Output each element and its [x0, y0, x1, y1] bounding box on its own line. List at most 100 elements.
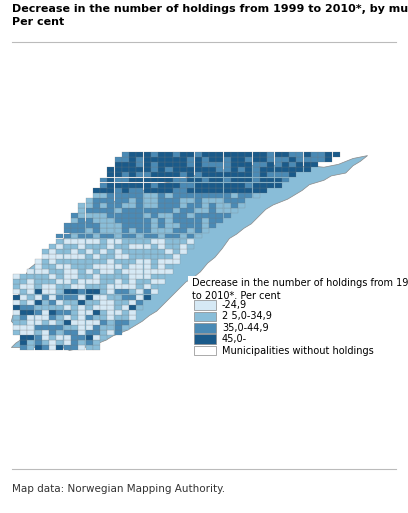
Bar: [129, 233, 136, 239]
Bar: [173, 188, 180, 193]
Bar: [158, 269, 165, 274]
Bar: [195, 198, 202, 203]
Bar: [100, 325, 107, 330]
Bar: [78, 284, 85, 289]
Bar: [93, 320, 100, 325]
Bar: [42, 315, 49, 320]
Bar: [224, 183, 231, 188]
Bar: [144, 264, 151, 269]
Bar: [35, 336, 42, 340]
FancyBboxPatch shape: [194, 300, 216, 310]
Bar: [115, 300, 122, 305]
Bar: [20, 289, 27, 294]
Bar: [100, 274, 107, 279]
Bar: [13, 315, 20, 320]
Bar: [151, 172, 158, 177]
Bar: [129, 213, 136, 218]
Bar: [93, 269, 100, 274]
Bar: [129, 294, 136, 300]
Bar: [136, 157, 144, 162]
Bar: [86, 264, 93, 269]
Bar: [151, 233, 158, 239]
Bar: [173, 233, 180, 239]
Bar: [64, 274, 71, 279]
Bar: [78, 213, 85, 218]
Bar: [129, 223, 136, 228]
Bar: [78, 300, 85, 305]
Bar: [115, 315, 122, 320]
Bar: [209, 218, 216, 223]
Bar: [42, 305, 49, 310]
Bar: [129, 244, 136, 249]
Bar: [173, 177, 180, 183]
Bar: [253, 193, 260, 198]
Bar: [260, 152, 267, 157]
Bar: [107, 188, 114, 193]
Bar: [122, 294, 129, 300]
Bar: [93, 300, 100, 305]
Bar: [166, 259, 173, 264]
Bar: [107, 274, 114, 279]
Bar: [187, 198, 194, 203]
Bar: [42, 320, 49, 325]
Bar: [122, 213, 129, 218]
Bar: [136, 208, 144, 213]
Bar: [71, 233, 78, 239]
Bar: [144, 167, 151, 172]
Bar: [144, 208, 151, 213]
Bar: [238, 198, 245, 203]
Bar: [27, 325, 34, 330]
Bar: [151, 223, 158, 228]
Bar: [107, 218, 114, 223]
Bar: [100, 269, 107, 274]
Bar: [180, 233, 187, 239]
Bar: [246, 172, 253, 177]
Bar: [136, 213, 144, 218]
Bar: [35, 310, 42, 315]
Bar: [78, 249, 85, 254]
Bar: [216, 162, 224, 167]
Bar: [122, 157, 129, 162]
Bar: [27, 279, 34, 284]
Bar: [129, 177, 136, 183]
Bar: [166, 193, 173, 198]
Bar: [216, 167, 224, 172]
Bar: [166, 203, 173, 208]
FancyBboxPatch shape: [194, 346, 216, 356]
Bar: [115, 274, 122, 279]
Bar: [224, 198, 231, 203]
Bar: [231, 157, 238, 162]
Bar: [122, 289, 129, 294]
Bar: [86, 320, 93, 325]
Bar: [49, 249, 56, 254]
Bar: [20, 325, 27, 330]
Bar: [195, 152, 202, 157]
Bar: [64, 249, 71, 254]
Bar: [115, 162, 122, 167]
Bar: [144, 239, 151, 244]
Bar: [296, 157, 304, 162]
Bar: [64, 239, 71, 244]
Bar: [187, 152, 194, 157]
Bar: [35, 274, 42, 279]
Bar: [13, 289, 20, 294]
Bar: [144, 289, 151, 294]
Bar: [238, 183, 245, 188]
Bar: [136, 162, 144, 167]
Bar: [64, 300, 71, 305]
Bar: [158, 208, 165, 213]
Bar: [246, 157, 253, 162]
Bar: [144, 294, 151, 300]
Bar: [35, 330, 42, 335]
Bar: [49, 325, 56, 330]
Bar: [136, 172, 144, 177]
Bar: [64, 330, 71, 335]
Bar: [56, 233, 64, 239]
Bar: [56, 259, 64, 264]
Bar: [166, 157, 173, 162]
Bar: [151, 177, 158, 183]
Bar: [78, 336, 85, 340]
Bar: [100, 254, 107, 259]
Bar: [100, 228, 107, 233]
Bar: [180, 157, 187, 162]
